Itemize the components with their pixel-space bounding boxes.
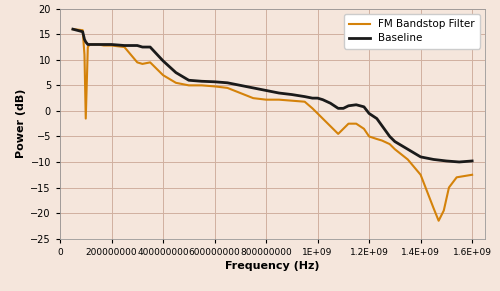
Baseline	[302, 95, 308, 98]
Baseline	[320, 98, 326, 101]
Baseline	[340, 107, 346, 110]
Baseline	[70, 27, 76, 31]
Baseline	[108, 43, 114, 46]
Baseline	[96, 43, 102, 46]
FM Bandstop Filter	[310, 107, 316, 110]
Baseline	[82, 38, 87, 41]
Baseline	[122, 44, 128, 47]
Baseline	[212, 80, 218, 84]
FM Bandstop Filter	[108, 44, 114, 47]
FM Bandstop Filter	[224, 86, 230, 90]
FM Bandstop Filter	[302, 100, 308, 104]
FM Bandstop Filter	[82, 53, 87, 56]
Baseline	[289, 93, 295, 96]
Baseline	[361, 105, 367, 109]
Baseline	[328, 102, 334, 105]
FM Bandstop Filter	[469, 173, 475, 177]
Baseline	[404, 148, 410, 151]
Baseline	[444, 159, 450, 163]
Baseline	[224, 81, 230, 85]
Baseline	[456, 160, 462, 164]
Baseline	[80, 30, 86, 33]
FM Bandstop Filter	[314, 112, 320, 115]
Baseline	[374, 117, 380, 120]
Baseline	[147, 45, 153, 49]
Baseline	[238, 84, 244, 87]
FM Bandstop Filter	[430, 206, 436, 210]
Baseline	[198, 79, 204, 83]
Baseline	[430, 158, 436, 161]
FM Bandstop Filter	[90, 43, 96, 46]
FM Bandstop Filter	[446, 186, 452, 189]
Baseline	[88, 43, 94, 46]
FM Bandstop Filter	[250, 96, 256, 100]
FM Bandstop Filter	[263, 98, 269, 101]
FM Bandstop Filter	[379, 139, 385, 142]
FM Bandstop Filter	[436, 219, 442, 223]
FM Bandstop Filter	[353, 122, 359, 125]
Baseline	[418, 155, 424, 159]
FM Bandstop Filter	[238, 91, 244, 95]
FM Bandstop Filter	[361, 127, 367, 131]
FM Bandstop Filter	[134, 61, 140, 64]
FM Bandstop Filter	[289, 99, 295, 102]
Baseline	[335, 107, 341, 110]
FM Bandstop Filter	[320, 117, 326, 120]
Baseline	[186, 79, 192, 82]
FM Bandstop Filter	[392, 148, 398, 151]
Baseline	[314, 96, 320, 100]
FM Bandstop Filter	[346, 122, 352, 125]
Baseline	[140, 45, 145, 49]
Y-axis label: Power (dB): Power (dB)	[16, 89, 26, 158]
Baseline	[160, 59, 166, 63]
FM Bandstop Filter	[140, 62, 145, 66]
X-axis label: Frequency (Hz): Frequency (Hz)	[225, 261, 320, 271]
FM Bandstop Filter	[80, 29, 86, 32]
FM Bandstop Filter	[198, 84, 204, 87]
FM Bandstop Filter	[186, 84, 192, 87]
FM Bandstop Filter	[374, 137, 380, 141]
FM Bandstop Filter	[366, 135, 372, 138]
FM Bandstop Filter	[404, 158, 410, 161]
Line: FM Bandstop Filter: FM Bandstop Filter	[73, 29, 472, 221]
FM Bandstop Filter	[101, 44, 107, 47]
FM Bandstop Filter	[212, 85, 218, 88]
FM Bandstop Filter	[160, 73, 166, 77]
Baseline	[469, 159, 475, 163]
FM Bandstop Filter	[328, 125, 334, 128]
FM Bandstop Filter	[418, 173, 424, 177]
FM Bandstop Filter	[147, 61, 153, 64]
FM Bandstop Filter	[83, 117, 89, 120]
Baseline	[250, 86, 256, 90]
FM Bandstop Filter	[96, 43, 102, 46]
Baseline	[263, 89, 269, 92]
Baseline	[173, 71, 179, 74]
Legend: FM Bandstop Filter, Baseline: FM Bandstop Filter, Baseline	[344, 14, 480, 49]
FM Bandstop Filter	[276, 98, 282, 101]
Baseline	[392, 140, 398, 143]
Baseline	[386, 135, 392, 138]
Baseline	[346, 104, 352, 108]
FM Bandstop Filter	[173, 81, 179, 85]
FM Bandstop Filter	[454, 175, 460, 179]
Line: Baseline: Baseline	[73, 29, 472, 162]
FM Bandstop Filter	[122, 45, 128, 49]
Baseline	[310, 96, 316, 100]
Baseline	[353, 103, 359, 107]
FM Bandstop Filter	[340, 127, 346, 131]
FM Bandstop Filter	[441, 209, 447, 212]
FM Bandstop Filter	[86, 43, 92, 46]
Baseline	[83, 40, 89, 44]
Baseline	[366, 112, 372, 115]
Baseline	[134, 44, 140, 47]
FM Bandstop Filter	[335, 132, 341, 136]
Baseline	[85, 43, 91, 46]
FM Bandstop Filter	[85, 45, 91, 49]
FM Bandstop Filter	[70, 27, 76, 31]
Baseline	[276, 91, 282, 95]
FM Bandstop Filter	[386, 142, 392, 146]
